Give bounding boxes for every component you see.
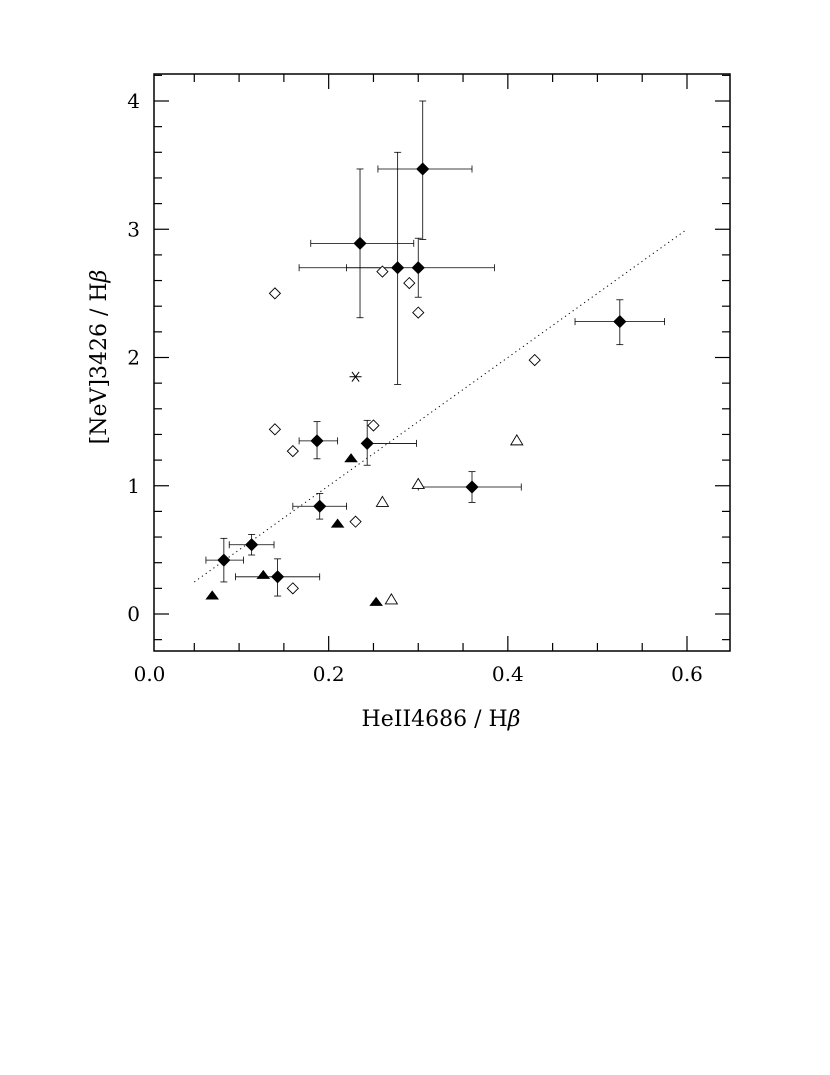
y-tick-label: 2 <box>127 346 140 370</box>
y-axis-label: [NeV]3426 / Hβ <box>87 270 112 445</box>
x-tick-label: 0.4 <box>492 662 524 686</box>
filled-diamond-point <box>613 315 627 329</box>
filled-diamond-point <box>353 236 367 250</box>
open-diamond-point <box>528 353 541 367</box>
open-diamond-point <box>349 515 362 528</box>
open-diamond-point <box>268 423 282 436</box>
filled-triangle-point <box>330 518 345 528</box>
x-tick-label: 0.2 <box>313 662 345 686</box>
dotted-trend-line <box>194 228 688 583</box>
open-diamond-point <box>367 419 380 432</box>
open-triangle-point <box>411 477 426 489</box>
x-tick-label: 0.6 <box>671 662 703 686</box>
filled-diamond-point <box>465 480 479 494</box>
open-triangle-point <box>375 495 390 507</box>
open-triangle-point <box>384 593 399 605</box>
open-diamond-point <box>286 582 299 595</box>
axis-ticks: 0.0 0.2 0.4 0.6 0 1 2 3 4 <box>127 74 730 686</box>
filled-diamond-point <box>271 570 285 584</box>
filled-diamond-point <box>411 261 425 275</box>
filled-triangle-point <box>369 596 383 606</box>
filled-triangle-point <box>205 590 220 600</box>
filled-diamond-point <box>313 499 327 513</box>
x-axis-label: HeII4686 / Hβ <box>362 707 521 732</box>
x-tick-label: 0.0 <box>134 662 166 686</box>
asterisk-stroke <box>351 371 360 382</box>
open-diamond-point <box>412 306 425 319</box>
open-diamond-point <box>376 265 389 278</box>
open-triangle-point <box>509 433 524 446</box>
filled-diamond-point <box>310 434 324 448</box>
filled-diamond-point <box>245 538 259 552</box>
y-tick-label: 4 <box>127 89 140 113</box>
y-tick-label: 1 <box>127 474 140 498</box>
filled-triangle-point <box>344 453 358 463</box>
plot-frame <box>153 73 731 652</box>
open-diamond-point <box>403 276 416 290</box>
filled-diamond-point <box>217 553 231 567</box>
y-tick-label: 0 <box>127 602 140 626</box>
x-axis-label-beta: β <box>507 707 521 732</box>
chart-marks <box>194 100 688 606</box>
y-tick-label: 3 <box>127 217 140 241</box>
y-axis-label-beta: β <box>87 270 112 284</box>
filled-diamond-point <box>360 436 374 450</box>
filled-triangle-point <box>256 569 271 579</box>
open-diamond-point <box>286 444 299 458</box>
open-diamond-point <box>268 287 282 300</box>
filled-diamond-point <box>416 162 430 176</box>
